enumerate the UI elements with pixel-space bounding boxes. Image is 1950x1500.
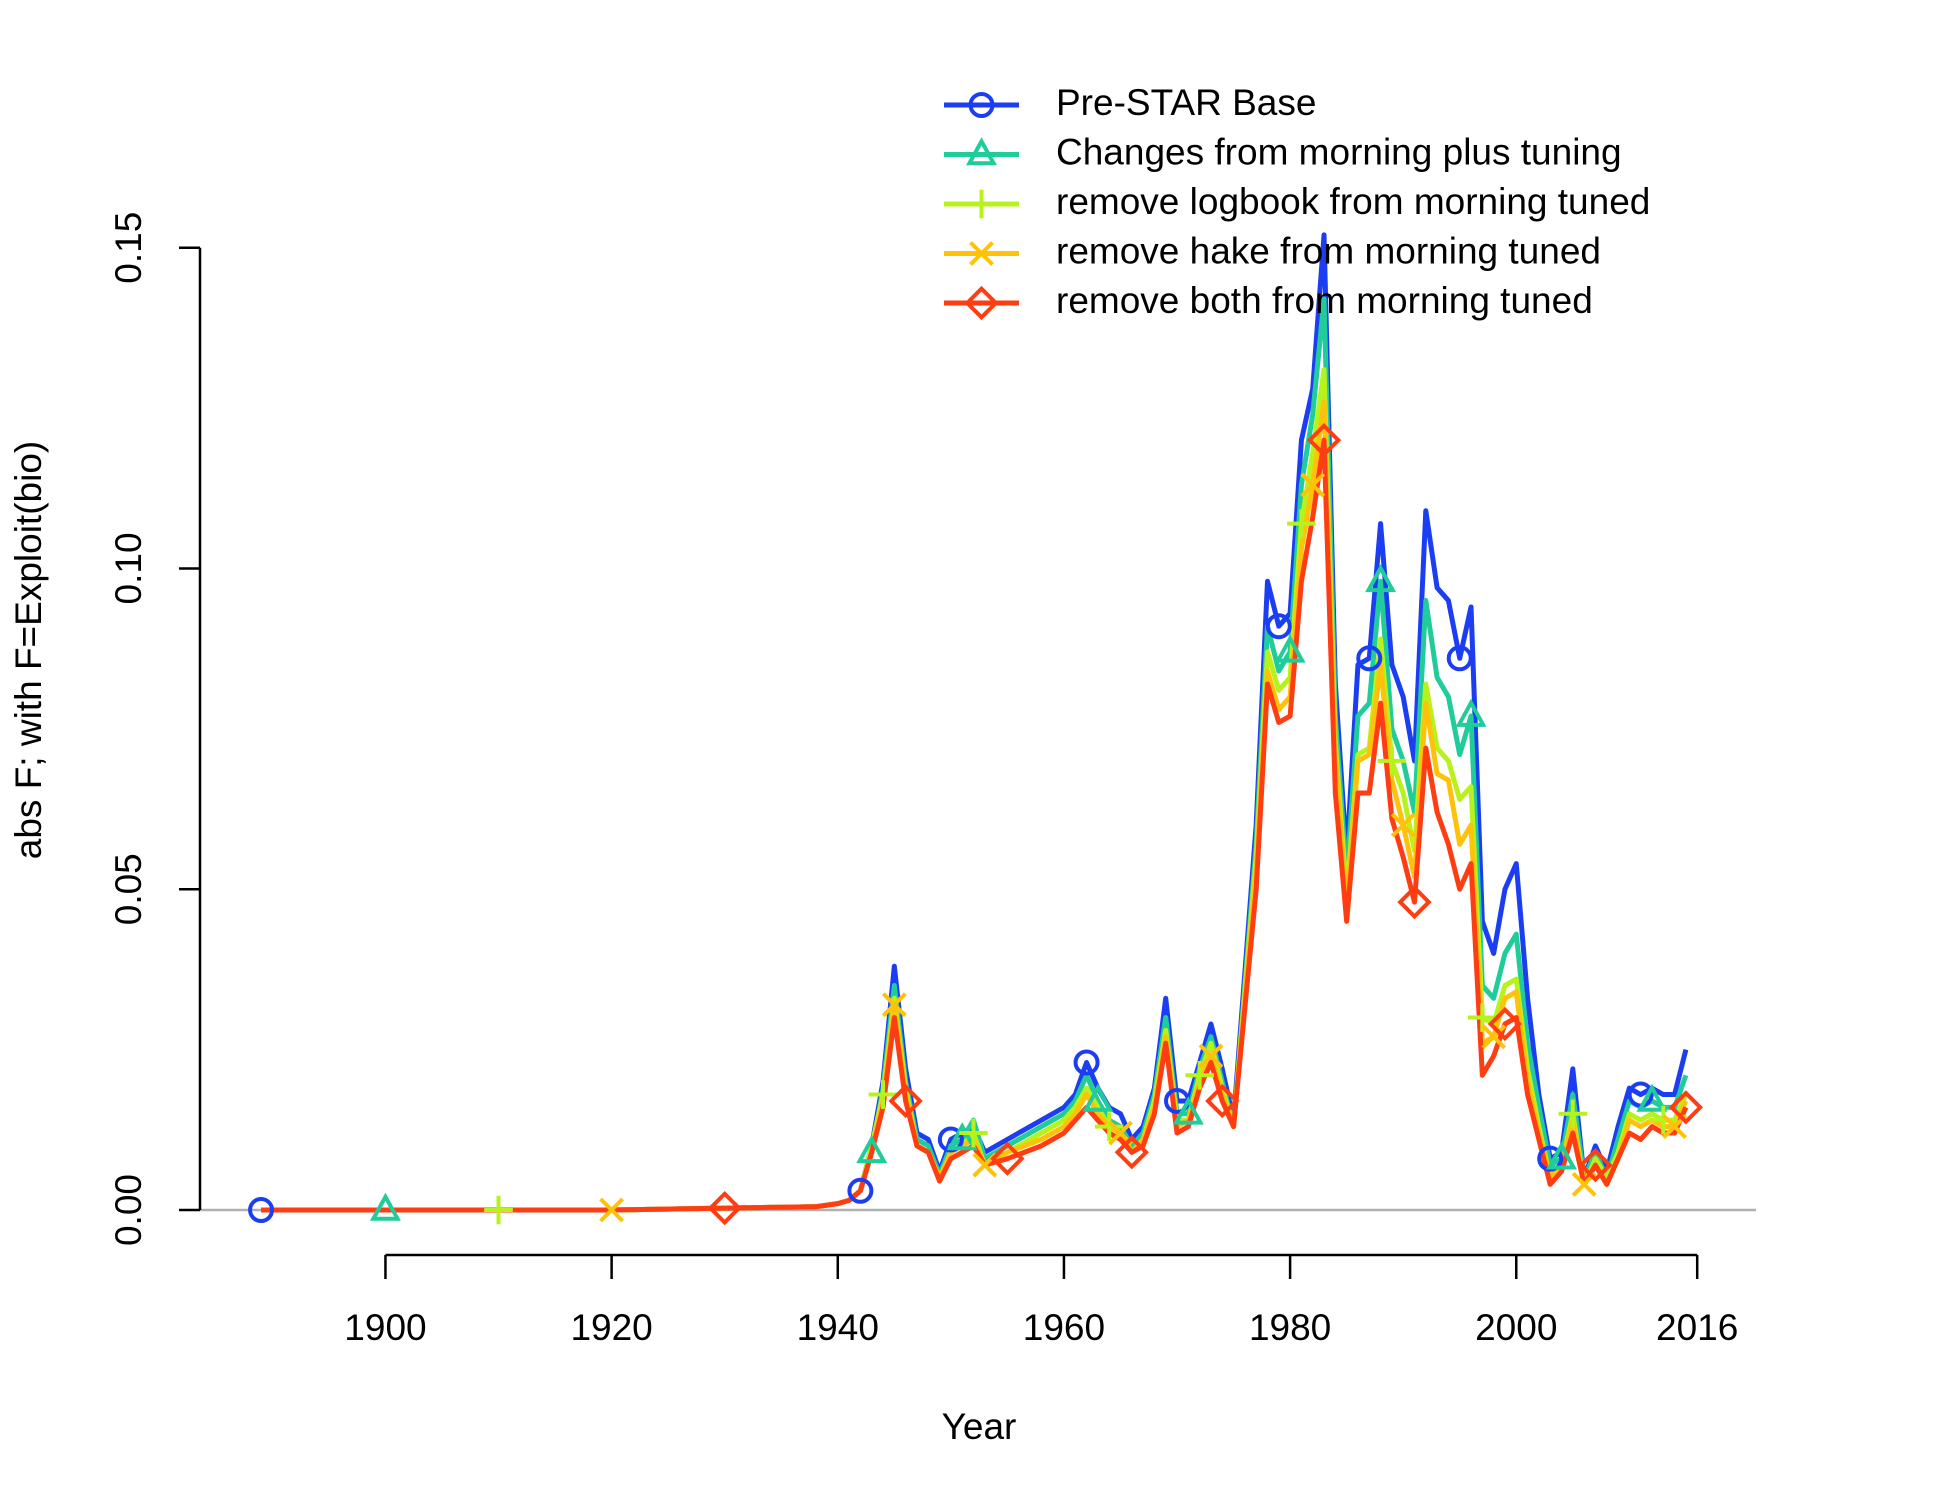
- marker: [1546, 1141, 1577, 1170]
- series-line: [261, 437, 1689, 1213]
- marker: [968, 92, 995, 118]
- marker: [847, 1177, 874, 1204]
- legend-label: remove hake from morning tuned: [1056, 230, 1601, 271]
- marker: [707, 1190, 742, 1226]
- marker: [1455, 698, 1487, 727]
- marker: [990, 1141, 1025, 1176]
- legend-label: remove logbook from morning tuned: [1056, 181, 1650, 222]
- marker: [1537, 1145, 1564, 1172]
- x-tick-label: 1960: [1023, 1307, 1105, 1348]
- x-tick-label: 2016: [1656, 1307, 1738, 1348]
- marker: [1306, 423, 1342, 458]
- marker: [1300, 472, 1326, 498]
- marker: [369, 1192, 401, 1221]
- marker: [1390, 812, 1416, 838]
- marker: [1205, 1083, 1240, 1119]
- x-axis-label: Year: [942, 1406, 1017, 1447]
- x-tick-label: 1920: [570, 1307, 652, 1348]
- marker: [1073, 1049, 1100, 1076]
- marker: [1198, 1043, 1224, 1069]
- marker: [1287, 509, 1316, 538]
- marker: [946, 1122, 978, 1151]
- marker: [856, 1134, 888, 1164]
- x-tick-label: 1980: [1249, 1307, 1331, 1348]
- marker: [248, 1197, 275, 1224]
- marker: [967, 189, 996, 219]
- legend-label: remove both from morning tuned: [1056, 280, 1593, 321]
- y-axis-label: abs F; with F=Exploit(bio): [8, 441, 49, 859]
- y-tick-label: 0.05: [108, 853, 149, 925]
- marker: [1668, 1090, 1704, 1125]
- y-tick-label: 0.00: [108, 1174, 149, 1246]
- marker: [1487, 1006, 1523, 1042]
- series-line: [261, 367, 1689, 1213]
- legend-label: Changes from morning plus tuning: [1056, 131, 1622, 172]
- marker: [484, 1195, 513, 1225]
- marker: [1172, 1096, 1204, 1125]
- series-line: [261, 296, 1689, 1213]
- marker: [964, 285, 999, 321]
- marker: [1365, 563, 1397, 593]
- marker: [966, 137, 997, 166]
- marker: [1558, 1099, 1588, 1129]
- marker: [888, 1083, 923, 1119]
- y-tick-label: 0.10: [108, 532, 149, 604]
- marker: [868, 1080, 898, 1109]
- marker: [959, 1118, 988, 1148]
- marker: [881, 992, 907, 1018]
- x-tick-label: 1900: [344, 1307, 426, 1348]
- marker: [1082, 1083, 1114, 1112]
- marker: [937, 1126, 964, 1153]
- marker: [1636, 1083, 1668, 1112]
- marker: [1356, 645, 1383, 672]
- y-tick-label: 0.15: [108, 212, 149, 284]
- legend-label: Pre-STAR Base: [1056, 82, 1316, 123]
- marker: [1648, 1105, 1678, 1135]
- marker: [599, 1197, 625, 1223]
- x-tick-label: 2000: [1475, 1307, 1557, 1348]
- marker: [969, 241, 994, 266]
- x-tick-label: 1940: [797, 1307, 879, 1348]
- marker: [1274, 634, 1306, 663]
- marker: [1094, 1112, 1124, 1141]
- marker: [1578, 1147, 1613, 1183]
- marker: [1446, 645, 1473, 672]
- marker: [1265, 613, 1292, 640]
- marker: [1481, 1024, 1507, 1050]
- marker: [1377, 746, 1407, 776]
- marker: [1397, 884, 1432, 920]
- marker: [1114, 1135, 1149, 1170]
